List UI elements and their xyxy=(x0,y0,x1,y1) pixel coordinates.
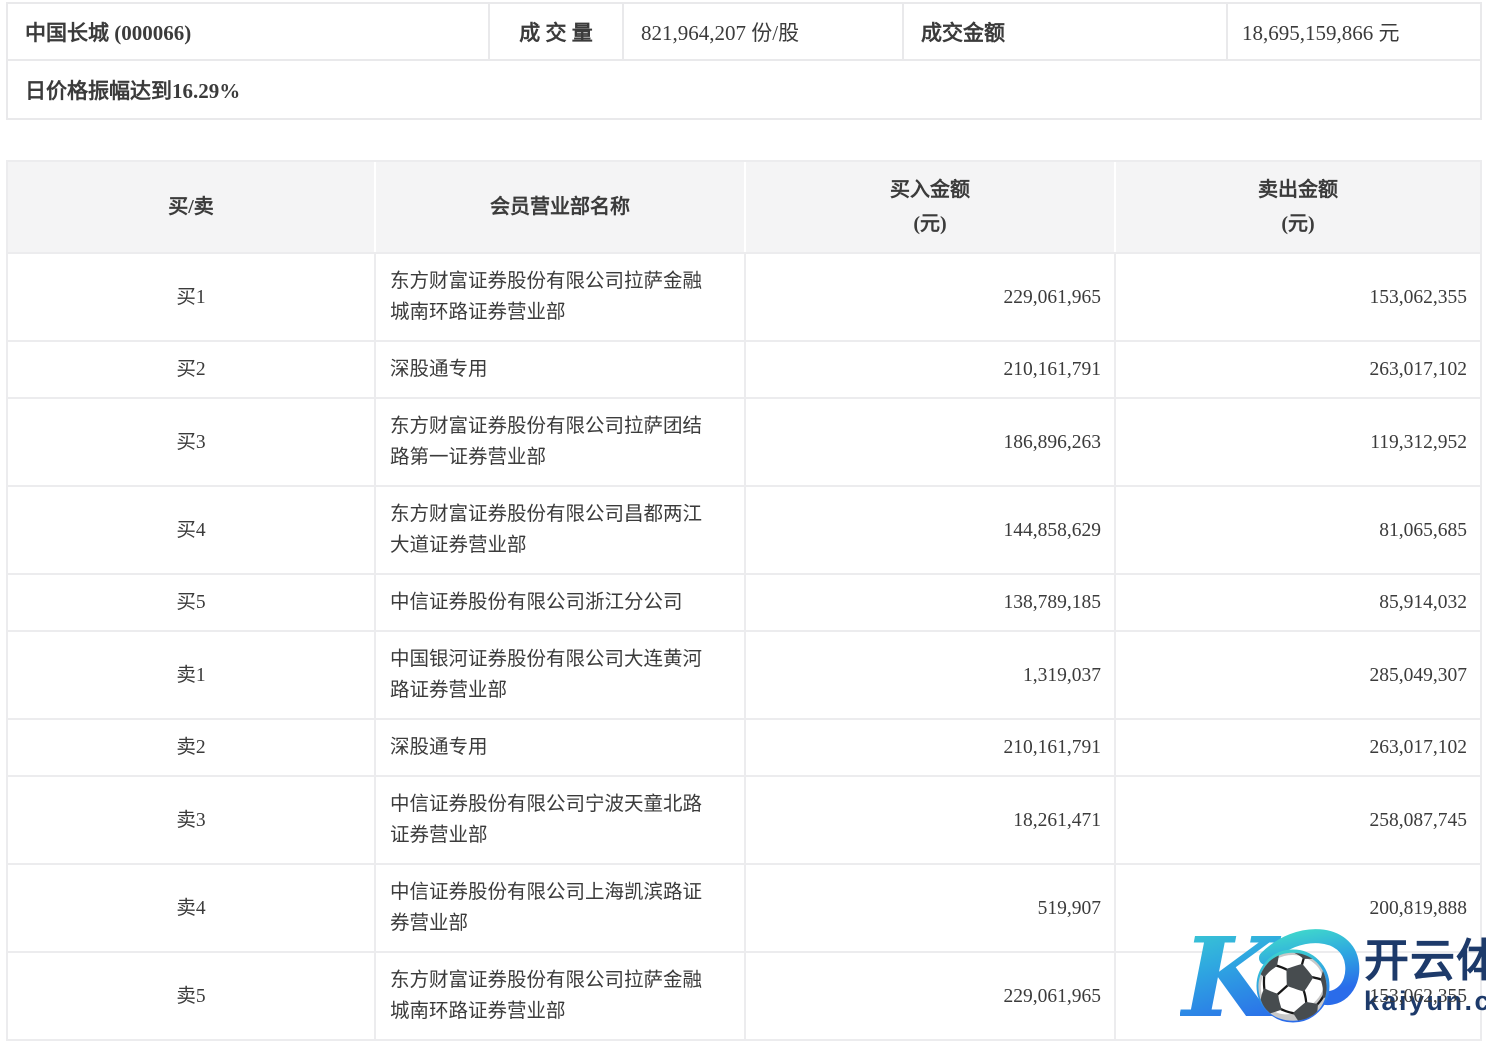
buy-amount-cell: 138,789,185 xyxy=(744,575,1114,630)
buy-amount: 1,319,037 xyxy=(1023,664,1101,686)
branch-cell: 中信证券股份有限公司浙江分公司 xyxy=(374,575,744,630)
header-branch-label: 会员营业部名称 xyxy=(490,196,630,218)
sell-amount: 263,017,102 xyxy=(1369,737,1468,758)
buy-amount: 210,161,791 xyxy=(1003,359,1102,380)
branch-cell: 中信证券股份有限公司宁波天童北路证券营业部 xyxy=(374,777,744,863)
branch-cell: 东方财富证券股份有限公司拉萨金融城南环路证券营业部 xyxy=(374,953,744,1039)
side-cell: 卖3 xyxy=(176,809,206,831)
buy-amount-cell: 210,161,791 xyxy=(744,342,1114,397)
buy-amount: 18,261,471 xyxy=(1013,809,1101,831)
branch-cell: 东方财富证券股份有限公司昌都两江大道证券营业部 xyxy=(374,487,744,573)
sell-amount-cell: 119,312,952 xyxy=(1114,399,1480,485)
branch-cell: 深股通专用 xyxy=(374,720,744,775)
brand-domain: kaiyun.com xyxy=(1364,986,1486,1016)
stock-title: 中国长城 (000066) xyxy=(25,20,192,45)
header-buy-line2: (元) xyxy=(913,213,947,235)
table-row: 买3 东方财富证券股份有限公司拉萨团结路第一证券营业部 186,896,263 … xyxy=(8,397,1480,485)
sell-amount: 119,312,952 xyxy=(1370,431,1467,453)
sell-amount-cell: 263,017,102 xyxy=(1114,720,1480,775)
buy-amount-cell: 519,907 xyxy=(744,865,1114,951)
volume-label: 成 交 量 xyxy=(488,4,622,59)
amplitude-note: 日价格振幅达到16.29% xyxy=(25,78,241,103)
stock-summary-box: 中国长城 (000066) 成 交 量 821,964,207 份/股 成交金额… xyxy=(6,2,1482,120)
sell-amount: 153,062,355 xyxy=(1369,985,1468,1007)
brand-name: 开云体育 xyxy=(1364,935,1486,986)
side-cell: 买1 xyxy=(176,286,206,308)
branch-cell: 中信证券股份有限公司上海凯滨路证券营业部 xyxy=(374,865,744,951)
watermark-text: 开云体育 kaiyun.com xyxy=(1364,935,1486,1017)
sell-amount-cell: 81,065,685 xyxy=(1114,487,1480,573)
sell-amount: 153,062,355 xyxy=(1369,286,1468,308)
side-cell: 买2 xyxy=(176,359,206,380)
kaiyun-logo-k: K ⚽ xyxy=(1180,924,1360,1028)
side-cell: 买3 xyxy=(176,431,206,453)
buy-amount-cell: 229,061,965 xyxy=(744,254,1114,340)
buy-amount: 138,789,185 xyxy=(1003,592,1102,613)
buy-amount-cell: 229,061,965 xyxy=(744,953,1114,1039)
sell-amount: 258,087,745 xyxy=(1369,809,1468,831)
header-branch: 会员营业部名称 xyxy=(374,162,744,252)
side-cell: 卖2 xyxy=(176,737,206,758)
branch-cell: 深股通专用 xyxy=(374,342,744,397)
buy-amount-cell: 144,858,629 xyxy=(744,487,1114,573)
header-buy-amount: 买入金额 (元) xyxy=(744,162,1114,252)
sell-amount: 85,914,032 xyxy=(1379,592,1467,613)
summary-row: 中国长城 (000066) 成 交 量 821,964,207 份/股 成交金额… xyxy=(8,4,1480,61)
side-cell: 卖4 xyxy=(176,897,206,919)
sell-amount-cell: 200,819,888 xyxy=(1114,865,1480,951)
buy-amount-cell: 210,161,791 xyxy=(744,720,1114,775)
branch-cell: 中国银河证券股份有限公司大连黄河路证券营业部 xyxy=(374,632,744,718)
header-side: 买/卖 xyxy=(8,162,374,252)
table-row: 买4 东方财富证券股份有限公司昌都两江大道证券营业部 144,858,629 8… xyxy=(8,485,1480,573)
side-cell: 卖5 xyxy=(176,985,206,1007)
header-buy-line1: 买入金额 xyxy=(890,179,970,201)
turnover-value: 18,695,159,866 元 xyxy=(1226,4,1480,59)
sell-amount-cell: 85,914,032 xyxy=(1114,575,1480,630)
sell-amount-cell: 285,049,307 xyxy=(1114,632,1480,718)
header-sell-line1: 卖出金额 xyxy=(1258,179,1338,201)
sell-amount-cell: 258,087,745 xyxy=(1114,777,1480,863)
table-row: 买5 中信证券股份有限公司浙江分公司 138,789,185 85,914,03… xyxy=(8,573,1480,630)
header-sell-line2: (元) xyxy=(1281,213,1315,235)
header-sell-amount: 卖出金额 (元) xyxy=(1114,162,1480,252)
buy-amount: 229,061,965 xyxy=(1003,985,1102,1007)
header-side-label: 买/卖 xyxy=(168,196,214,218)
buy-amount: 519,907 xyxy=(1037,897,1101,919)
buy-amount: 229,061,965 xyxy=(1003,286,1102,308)
trade-table: 买/卖 会员营业部名称 买入金额 (元) 卖出金额 (元) 买1 东方财富证券股… xyxy=(6,160,1482,1041)
branch-cell: 东方财富证券股份有限公司拉萨团结路第一证券营业部 xyxy=(374,399,744,485)
side-cell: 卖1 xyxy=(176,664,206,686)
table-row: 卖3 中信证券股份有限公司宁波天童北路证券营业部 18,261,471 258,… xyxy=(8,775,1480,863)
table-row: 买2 深股通专用 210,161,791 263,017,102 xyxy=(8,340,1480,397)
table-row: 卖4 中信证券股份有限公司上海凯滨路证券营业部 519,907 200,819,… xyxy=(8,863,1480,951)
side-cell: 买4 xyxy=(176,519,206,541)
sell-amount: 263,017,102 xyxy=(1369,359,1468,380)
table-row: 卖5 东方财富证券股份有限公司拉萨金融城南环路证券营业部 229,061,965… xyxy=(8,951,1480,1039)
sell-amount: 81,065,685 xyxy=(1379,519,1467,541)
volume-value: 821,964,207 份/股 xyxy=(622,4,902,59)
sell-amount: 200,819,888 xyxy=(1369,897,1468,919)
buy-amount-cell: 186,896,263 xyxy=(744,399,1114,485)
buy-amount: 144,858,629 xyxy=(1003,519,1102,541)
side-cell: 买5 xyxy=(176,592,206,613)
table-row: 卖1 中国银河证券股份有限公司大连黄河路证券营业部 1,319,037 285,… xyxy=(8,630,1480,718)
kaiyun-watermark: K ⚽ 开云体育 kaiyun.com xyxy=(1180,924,1486,1028)
sell-amount-cell: 153,062,355 xyxy=(1114,953,1480,1039)
table-row: 卖2 深股通专用 210,161,791 263,017,102 xyxy=(8,718,1480,775)
sell-amount-cell: 153,062,355 xyxy=(1114,254,1480,340)
table-row: 买1 东方财富证券股份有限公司拉萨金融城南环路证券营业部 229,061,965… xyxy=(8,252,1480,340)
branch-cell: 东方财富证券股份有限公司拉萨金融城南环路证券营业部 xyxy=(374,254,744,340)
soccer-ball-icon: ⚽ xyxy=(1252,950,1331,1023)
buy-amount-cell: 18,261,471 xyxy=(744,777,1114,863)
sell-amount: 285,049,307 xyxy=(1369,664,1468,686)
buy-amount-cell: 1,319,037 xyxy=(744,632,1114,718)
sell-amount-cell: 263,017,102 xyxy=(1114,342,1480,397)
turnover-label: 成交金额 xyxy=(902,4,1226,59)
buy-amount: 210,161,791 xyxy=(1003,737,1102,758)
buy-amount: 186,896,263 xyxy=(1003,431,1102,453)
table-header-row: 买/卖 会员营业部名称 买入金额 (元) 卖出金额 (元) xyxy=(8,162,1480,252)
